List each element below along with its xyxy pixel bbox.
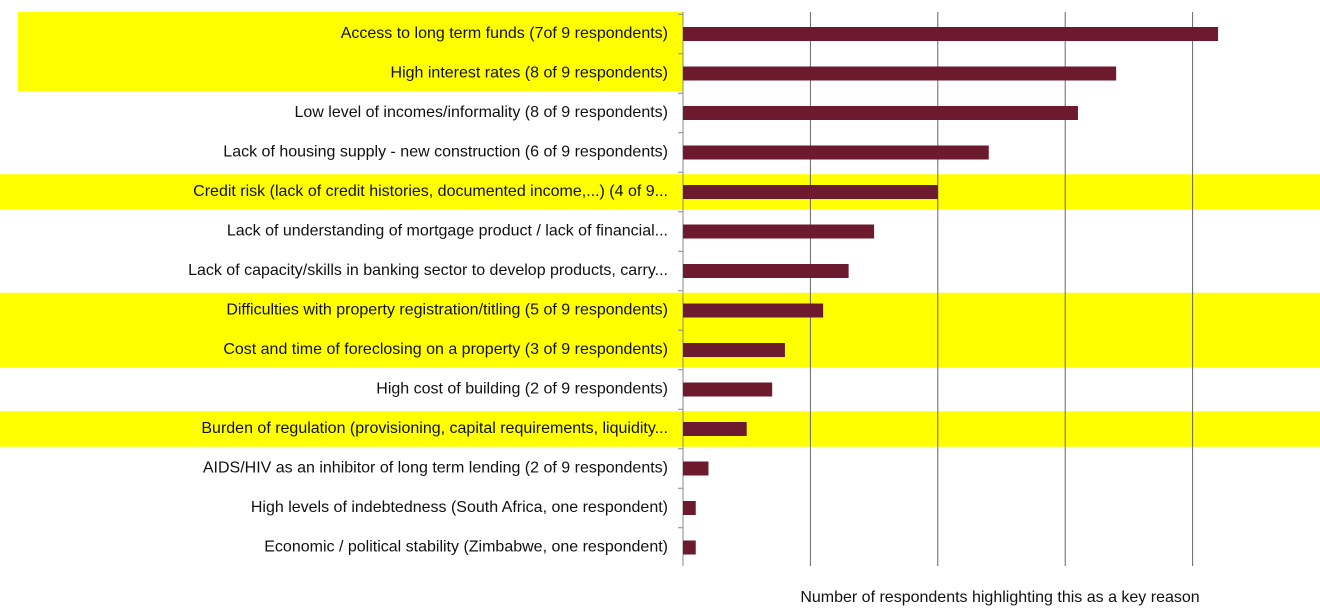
bar (683, 461, 709, 476)
y-tick-label: High cost of building (2 of 9 respondent… (376, 381, 668, 398)
bar (683, 422, 747, 436)
y-tick-label: Economic / political stability (Zimbabwe… (264, 539, 668, 556)
y-tick-label: Cost and time of foreclosing on a proper… (223, 341, 668, 358)
y-tick-label: Burden of regulation (provisioning, capi… (201, 420, 668, 437)
highlight-band (0, 174, 1320, 210)
y-tick-label: High interest rates (8 of 9 respondents) (391, 65, 668, 82)
highlight-band (0, 411, 1320, 447)
highlight-band (18, 12, 683, 92)
bar (683, 540, 696, 555)
bar (683, 224, 875, 239)
bar (683, 185, 938, 199)
y-tick-label: Lack of housing supply - new constructio… (223, 144, 668, 161)
y-tick-label: Lack of capacity/skills in banking secto… (188, 262, 668, 279)
x-axis-label: Number of respondents highlighting this … (800, 589, 1199, 606)
bar (683, 66, 1117, 81)
bar (683, 27, 1219, 41)
y-tick-label: Low level of incomes/informality (8 of 9… (294, 104, 668, 121)
bar (683, 264, 849, 278)
bar (683, 145, 989, 160)
bar (683, 382, 773, 397)
y-tick-label: Access to long term funds (7of 9 respond… (341, 25, 668, 42)
bar (683, 303, 824, 318)
y-tick-label: Difficulties with property registration/… (226, 302, 668, 319)
highlight-band (0, 292, 1320, 368)
y-tick-label: High levels of indebtedness (South Afric… (251, 499, 668, 516)
y-tick-label: AIDS/HIV as an inhibitor of long term le… (203, 460, 668, 477)
bar (683, 501, 696, 515)
y-tick-label: Credit risk (lack of credit histories, d… (193, 183, 668, 200)
y-tick-label: Lack of understanding of mortgage produc… (227, 223, 668, 240)
bar (683, 343, 785, 357)
bar (683, 106, 1078, 120)
